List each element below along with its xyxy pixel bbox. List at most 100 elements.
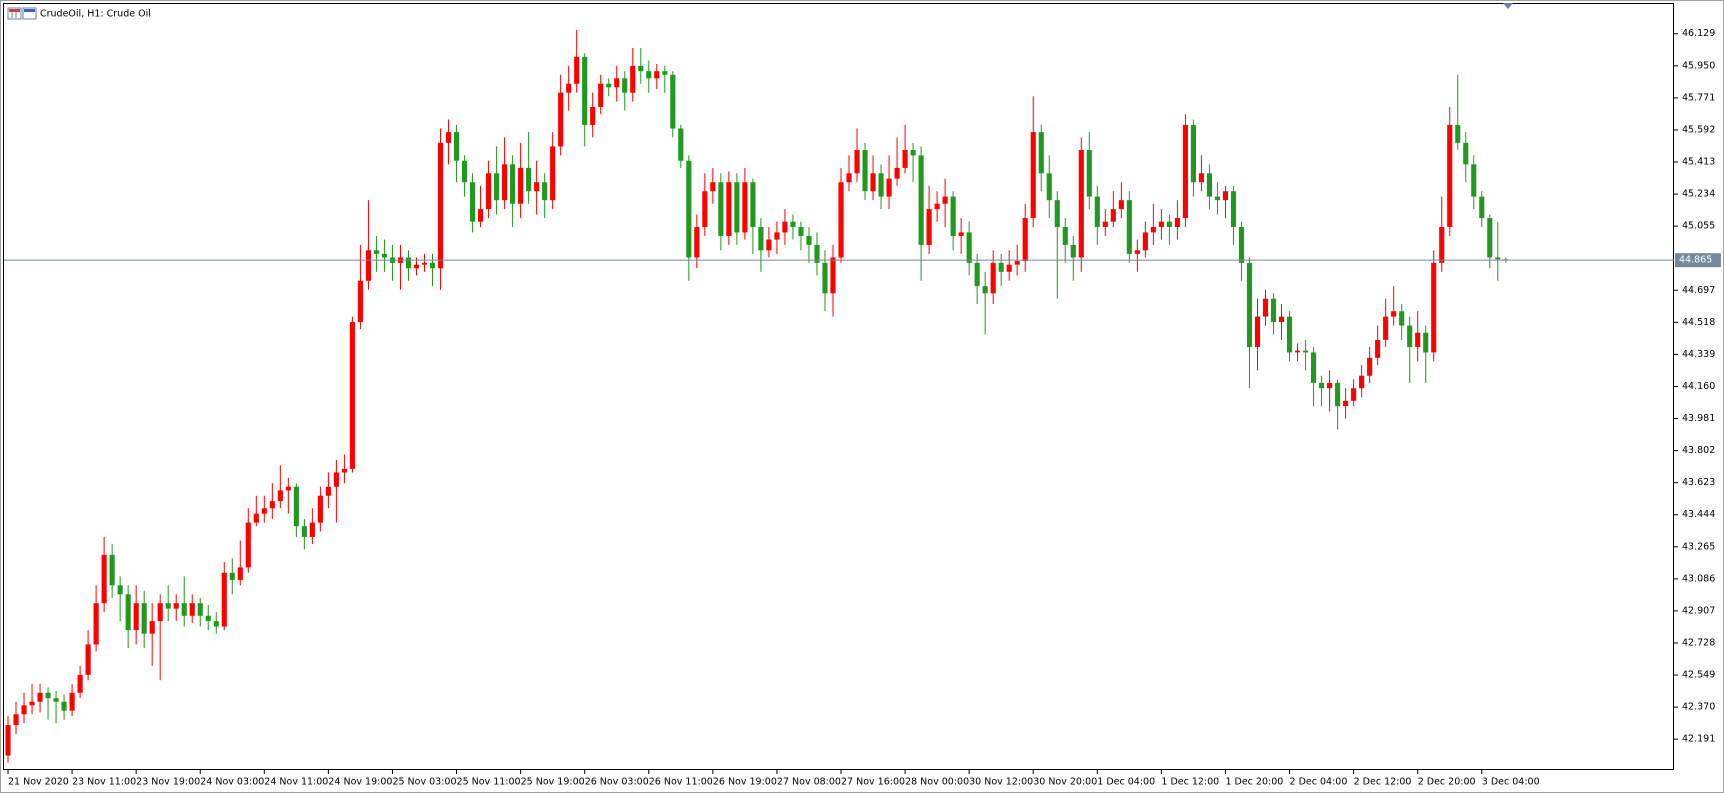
candle-body (838, 182, 844, 258)
candle-body (1038, 132, 1044, 174)
y-tick-label: 43.086 (1682, 573, 1715, 584)
candle-body (349, 321, 355, 469)
candle-body (734, 182, 740, 233)
x-tick-label: 25 Nov 19:00 (521, 777, 585, 788)
candle-body (1094, 196, 1100, 228)
candle-body (1447, 124, 1453, 228)
y-tick-label: 42.728 (1682, 637, 1715, 648)
candle-body (934, 203, 940, 210)
candle-body (1351, 388, 1357, 401)
candle-body (1463, 142, 1469, 165)
candle-body (638, 65, 644, 72)
candle-body (854, 149, 860, 174)
candle-body (1070, 244, 1076, 258)
candle-body (694, 227, 700, 258)
candle-body (1294, 350, 1301, 353)
candle-body (29, 701, 35, 706)
y-tick-label: 45.771 (1682, 92, 1715, 103)
candle-body (1246, 262, 1253, 348)
candle-body (445, 132, 452, 143)
x-tick-label: 24 Nov 11:00 (264, 777, 328, 788)
candle-body (429, 262, 436, 269)
candle-body (1062, 227, 1068, 245)
candle-body (1150, 227, 1156, 233)
x-tick-label: 3 Dec 04:00 (1482, 777, 1540, 788)
x-tick-label: 1 Dec 04:00 (1097, 777, 1155, 788)
candle-body (253, 513, 259, 523)
candle-body (582, 56, 588, 125)
candle-body (1110, 209, 1116, 222)
candle-body (85, 644, 91, 675)
candle-body (277, 490, 283, 502)
y-tick-label: 43.981 (1682, 413, 1715, 424)
candle-body (998, 262, 1004, 272)
candle-body (630, 65, 636, 93)
candle-body (1367, 357, 1373, 376)
candle-body (590, 107, 596, 125)
candle-body (221, 572, 227, 627)
candle-body (293, 486, 299, 527)
candle-body (926, 209, 932, 245)
candle-body (750, 182, 756, 228)
candle-body (1254, 316, 1261, 348)
candle-body (494, 173, 500, 201)
y-tick-label: 45.055 (1682, 221, 1715, 232)
candle-body (1206, 173, 1213, 197)
candle-body (333, 472, 339, 487)
candle-body (1078, 149, 1084, 258)
candle-body (710, 182, 716, 192)
candle-body (21, 705, 27, 715)
candle-body (197, 603, 203, 616)
candle-body (5, 725, 11, 756)
candle-body (1439, 227, 1445, 263)
candle-body (558, 92, 564, 147)
y-tick-label: 45.234 (1682, 189, 1715, 200)
candle-body (1182, 124, 1188, 219)
candle-body (1327, 382, 1333, 389)
y-tick-label: 42.370 (1682, 702, 1715, 713)
candle-body (45, 692, 51, 699)
candle-body (910, 149, 916, 156)
candle-body (1487, 218, 1493, 258)
candle-body (950, 196, 956, 236)
candle-body (1335, 382, 1341, 407)
candle-body (469, 182, 476, 222)
y-tick-label: 42.907 (1682, 605, 1715, 616)
x-tick-label: 21 Nov 2020 (8, 777, 69, 788)
candle-body (437, 142, 444, 269)
candle-body (1383, 316, 1389, 340)
candle-body (421, 262, 428, 265)
candle-body (598, 83, 604, 108)
candle-body (766, 239, 772, 251)
candle-body (606, 83, 612, 88)
chart-title: CrudeOil, H1: Crude Oil (40, 9, 151, 20)
candle-body (622, 78, 628, 93)
candle-body (1006, 264, 1012, 272)
candle-body (550, 146, 556, 201)
candle-body (125, 594, 131, 631)
x-tick-label: 27 Nov 08:00 (777, 777, 841, 788)
candle-body (1014, 261, 1020, 265)
candle-body (37, 692, 43, 702)
x-tick-label: 2 Dec 20:00 (1418, 777, 1476, 788)
x-tick-label: 24 Nov 19:00 (328, 777, 392, 788)
candle-body (982, 286, 988, 294)
candle-body (798, 227, 804, 236)
candle-body (269, 501, 275, 509)
candle-body (1126, 200, 1132, 254)
x-tick-label: 26 Nov 11:00 (649, 777, 713, 788)
candle-body (205, 615, 211, 622)
candle-body (325, 486, 331, 496)
candle-body (758, 227, 764, 251)
candle-body (365, 250, 371, 281)
y-tick-label: 44.518 (1682, 317, 1715, 328)
candle-body (1198, 173, 1204, 183)
candle-body (1455, 124, 1461, 143)
candle-body (958, 232, 964, 236)
candle-body (1238, 227, 1245, 263)
candle-body (574, 56, 580, 84)
candle-body (718, 182, 724, 236)
candle-body (742, 182, 748, 233)
